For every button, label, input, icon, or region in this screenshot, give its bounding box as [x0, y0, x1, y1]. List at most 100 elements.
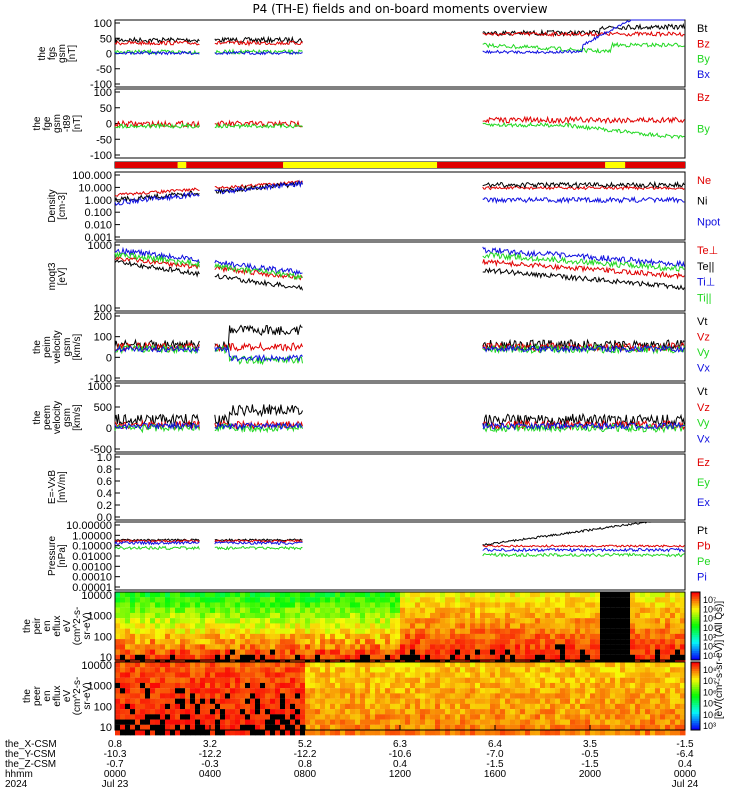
spec-cell — [395, 612, 401, 619]
spec-cell — [580, 644, 586, 650]
spec-cell — [140, 667, 146, 673]
spec-cell — [335, 730, 341, 736]
spec-cell — [660, 639, 666, 645]
spec-cell — [300, 628, 306, 634]
spec-cell — [515, 719, 521, 725]
y-tick-label: 0.4 — [97, 488, 112, 500]
spec-cell — [520, 698, 526, 704]
spec-cell — [135, 709, 141, 715]
spec-cell — [335, 709, 341, 715]
spec-cell — [385, 714, 391, 720]
colorbar-step — [691, 696, 700, 699]
y-tick-label: 1000 — [88, 240, 112, 252]
spec-cell — [625, 602, 631, 608]
spec-cell — [370, 639, 376, 645]
spec-cell — [530, 688, 536, 694]
spec-cell — [235, 724, 241, 731]
spec-cell — [310, 724, 316, 731]
spec-cell — [265, 654, 271, 661]
spec-cell — [260, 682, 266, 689]
spec-cell — [465, 654, 471, 661]
spec-cell — [680, 607, 686, 614]
spec-cell — [570, 672, 576, 678]
spec-cell — [480, 662, 486, 668]
spec-cell — [625, 639, 631, 645]
spec-cell — [240, 602, 246, 608]
spec-cell — [680, 709, 686, 715]
spec-cell — [160, 597, 166, 603]
spec-cell — [300, 612, 306, 619]
spec-cell — [320, 654, 326, 661]
spec-cell — [375, 730, 381, 736]
spec-cell — [650, 672, 656, 678]
spec-cell — [570, 703, 576, 710]
spec-cell — [620, 667, 626, 673]
spec-cell — [520, 677, 526, 684]
spec-cell — [245, 618, 251, 624]
spec-cell — [335, 682, 341, 689]
spec-cell — [225, 682, 231, 689]
spec-cell — [510, 607, 516, 614]
spec-cell — [535, 644, 541, 650]
spec-cell — [195, 719, 201, 725]
spec-cell — [195, 698, 201, 704]
spec-cell — [230, 703, 236, 710]
spec-cell — [560, 639, 566, 645]
spec-cell — [210, 649, 216, 655]
spec-cell — [340, 623, 346, 629]
spec-cell — [445, 644, 451, 650]
spec-cell — [345, 623, 351, 629]
spec-cell — [410, 633, 416, 640]
spec-cell — [500, 639, 506, 645]
y-tick-label: 50 — [100, 103, 112, 115]
x-tick-label: -0.3 — [201, 759, 219, 770]
spec-cell — [540, 644, 546, 650]
spec-cell — [400, 654, 406, 661]
spec-cell — [405, 628, 411, 634]
x-row-label: the_Y-CSM — [5, 749, 56, 760]
spec-cell — [325, 623, 331, 629]
spec-cell — [140, 649, 146, 655]
spec-cell — [520, 693, 526, 699]
spec-cell — [295, 607, 301, 614]
colorbar-step — [691, 725, 700, 729]
spec-cell — [595, 672, 601, 678]
spec-cell — [255, 623, 261, 629]
spec-cell — [365, 703, 371, 710]
spec-cell — [440, 709, 446, 715]
x-tick-label: -12.2 — [294, 749, 317, 760]
spec-cell — [565, 730, 571, 736]
spec-cell — [175, 709, 181, 715]
spec-cell — [150, 597, 156, 603]
spec-cell — [345, 662, 351, 668]
spec-cell — [545, 633, 551, 640]
spec-cell — [470, 724, 476, 731]
spec-cell — [245, 597, 251, 603]
spec-cell — [430, 672, 436, 678]
y-tick-label: 100 — [94, 631, 112, 643]
spec-cell — [415, 597, 421, 603]
spec-cell — [130, 667, 136, 673]
spec-cell — [205, 672, 211, 678]
spec-cell — [495, 644, 501, 650]
spec-cell — [440, 667, 446, 673]
spec-cell — [505, 662, 511, 668]
spec-cell — [275, 677, 281, 684]
spec-cell — [265, 719, 271, 725]
spec-cell — [140, 714, 146, 720]
x-tick-label: -0.5 — [581, 749, 599, 760]
spec-cell — [215, 628, 221, 634]
spec-cell — [375, 618, 381, 624]
spec-cell — [335, 672, 341, 678]
spec-cell — [170, 703, 176, 710]
spec-cell — [380, 623, 386, 629]
spec-cell — [205, 649, 211, 655]
spec-cell — [115, 667, 121, 673]
spec-cell — [260, 607, 266, 614]
spec-cell — [265, 703, 271, 710]
spec-cell — [420, 602, 426, 608]
mode-segment — [177, 162, 187, 168]
spec-cell — [445, 709, 451, 715]
spec-cell — [490, 719, 496, 725]
spec-cell — [165, 639, 171, 645]
